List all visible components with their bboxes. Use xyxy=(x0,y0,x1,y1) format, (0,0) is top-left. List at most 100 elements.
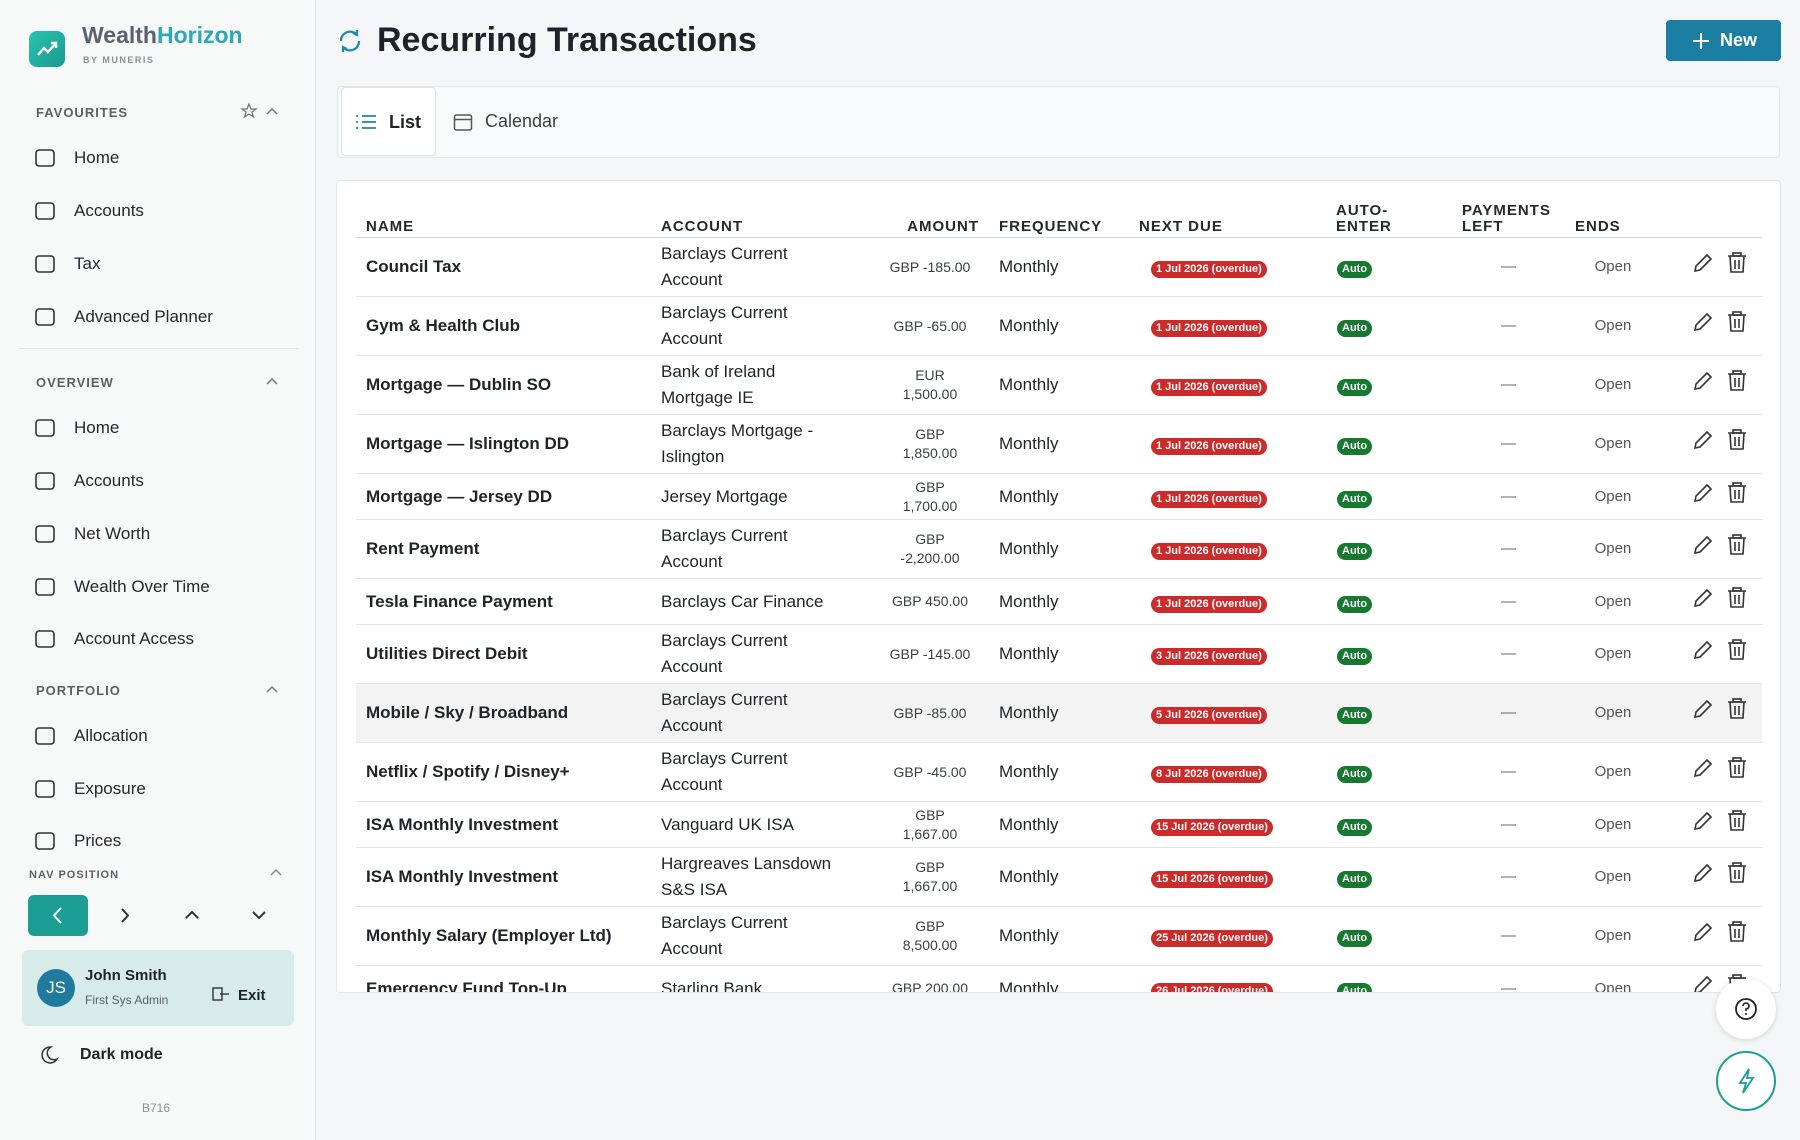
actions xyxy=(1661,414,1762,474)
cell: — xyxy=(1452,742,1565,802)
frequency: Monthly xyxy=(999,591,1059,611)
table-row[interactable]: Mortgage — Jersey DD Jersey Mortgage GBP 1… xyxy=(356,473,1762,520)
table-row[interactable]: Netflix / Spotify / Disney+ Barclays Curr… xyxy=(356,742,1762,802)
help-button[interactable] xyxy=(1716,979,1776,1039)
name: Mortgage — Dublin SO xyxy=(366,375,552,394)
cell: — xyxy=(1452,578,1565,625)
section-toggle[interactable] xyxy=(264,374,280,392)
nav-item[interactable]: Exposure xyxy=(74,779,146,798)
amount: GBP 200.00 xyxy=(891,980,969,993)
action-icons[interactable] xyxy=(1691,809,1751,833)
build-label: B716 xyxy=(142,1101,171,1115)
nav-item[interactable]: Advanced Planner xyxy=(74,307,213,326)
table-row[interactable]: Tesla Finance Payment Barclays Car Financ… xyxy=(356,578,1762,625)
section-toggle[interactable] xyxy=(264,682,280,700)
nav-item[interactable]: Home xyxy=(74,148,120,167)
ends: Open xyxy=(1594,868,1632,885)
nav-item[interactable]: Account Access xyxy=(74,629,195,648)
auto-badge: Auto xyxy=(1337,490,1373,508)
action-icons[interactable] xyxy=(1691,428,1751,452)
table-body: Council Tax Barclays Current Account GBP -… xyxy=(356,237,1762,993)
cell: Monthly xyxy=(989,473,1129,520)
header-label: NAME xyxy=(366,218,415,235)
cell: 8 Jul 2026 (overdue) xyxy=(1129,742,1326,802)
cell: Vanguard UK ISA xyxy=(651,801,871,848)
action-icons[interactable] xyxy=(1691,697,1751,721)
divider xyxy=(18,348,298,349)
action-icons[interactable] xyxy=(1691,586,1751,610)
account: Barclays Current Account xyxy=(661,631,788,676)
cell: GBP 200.00 xyxy=(871,965,989,993)
table-row[interactable]: Emergency Fund Top-Up Starling Bank GBP 20… xyxy=(356,965,1762,993)
cell: Tesla Finance Payment xyxy=(356,578,651,625)
nav-item[interactable]: Home xyxy=(74,418,120,437)
cell: Hargreaves Lansdown S&S ISA xyxy=(651,847,871,907)
action-icons[interactable] xyxy=(1691,756,1751,780)
table-row[interactable]: Rent Payment Barclays Current Account GBP … xyxy=(356,519,1762,579)
auto-badge: Auto xyxy=(1337,438,1373,455)
table-row[interactable]: Gym & Health Club Barclays Current Accoun… xyxy=(356,296,1762,356)
brand-name: WealthHorizon xyxy=(82,22,243,49)
cell: Open xyxy=(1565,683,1661,743)
actions xyxy=(1661,296,1762,356)
cell: GBP -45.00 xyxy=(871,742,989,802)
nav-buttons[interactable] xyxy=(110,895,310,936)
cell: Gym & Health Club xyxy=(356,296,651,356)
action-icons[interactable] xyxy=(1691,533,1751,557)
action-icons[interactable] xyxy=(1691,638,1751,662)
cell: GBP -145.00 xyxy=(871,624,989,684)
column-header: AMOUNT xyxy=(871,203,989,238)
section-toggle[interactable] xyxy=(264,104,280,122)
name: Netflix / Spotify / Disney+ xyxy=(366,762,570,781)
table-row[interactable]: ISA Monthly Investment Vanguard UK ISA GBP… xyxy=(356,801,1762,848)
quick-action-button[interactable] xyxy=(1716,1051,1776,1111)
table-row[interactable]: Utilities Direct Debit Barclays Current A… xyxy=(356,624,1762,684)
section-title: FAVOURITES xyxy=(36,105,129,120)
star-icon[interactable] xyxy=(240,102,258,125)
table-row[interactable]: Mortgage — Islington DD Barclays Mortgage… xyxy=(356,414,1762,474)
table-row[interactable]: Council Tax Barclays Current Account GBP -… xyxy=(356,237,1762,297)
payments-left: — xyxy=(1501,435,1516,452)
logo-icon xyxy=(37,41,58,56)
actions xyxy=(1661,237,1762,297)
nav-item[interactable]: Accounts xyxy=(74,471,144,490)
cell: 15 Jul 2026 (overdue) xyxy=(1129,847,1326,907)
frequency: Monthly xyxy=(999,926,1059,945)
action-icons[interactable] xyxy=(1691,369,1751,393)
nav-item[interactable]: Wealth Over Time xyxy=(74,577,210,596)
cell: Emergency Fund Top-Up xyxy=(356,965,651,992)
collapse-icon[interactable] xyxy=(268,866,284,878)
table-row[interactable]: ISA Monthly Investment Hargreaves Lansdow… xyxy=(356,847,1762,907)
action-icons[interactable] xyxy=(1691,920,1751,944)
cell: GBP -185.00 xyxy=(871,237,989,297)
action-icons[interactable] xyxy=(1691,310,1751,334)
action-icons[interactable] xyxy=(1691,861,1751,885)
auto-badge: Auto xyxy=(1337,543,1373,560)
new-button[interactable]: New xyxy=(1666,20,1781,61)
account: Barclays Current Account xyxy=(661,303,788,348)
nav-item[interactable]: Tax xyxy=(74,254,101,273)
tab-calendar[interactable]: Calendar xyxy=(485,111,559,131)
table-row[interactable]: Mortgage — Dublin SO Bank of Ireland Mort… xyxy=(356,355,1762,415)
account: Hargreaves Lansdown S&S ISA xyxy=(661,854,832,899)
nav-item[interactable]: Allocation xyxy=(74,726,148,745)
amount: GBP 1,700.00 xyxy=(902,478,958,514)
nav-icon xyxy=(33,199,57,228)
nav-item[interactable]: Net Worth xyxy=(74,524,151,543)
nav-prev[interactable] xyxy=(28,895,88,936)
action-icons[interactable] xyxy=(1691,481,1751,505)
exit-button[interactable]: Exit xyxy=(238,987,266,1004)
table-row[interactable]: Monthly Salary (Employer Ltd) Barclays Cu… xyxy=(356,906,1762,966)
nav-icon xyxy=(33,724,57,753)
tab-list[interactable]: List xyxy=(341,87,436,156)
table-row[interactable]: Mobile / Sky / Broadband Barclays Current… xyxy=(356,683,1762,743)
dark-mode-toggle[interactable]: Dark mode xyxy=(80,1046,163,1063)
nav-item[interactable]: Accounts xyxy=(74,201,144,220)
nav-item[interactable]: Prices xyxy=(74,831,122,850)
cell: GBP 1,667.00 xyxy=(871,847,989,907)
ends: Open xyxy=(1594,979,1632,993)
action-icons[interactable] xyxy=(1691,251,1751,275)
payments-left: — xyxy=(1501,868,1516,885)
due-badge: 1 Jul 2026 (overdue) xyxy=(1151,543,1267,560)
